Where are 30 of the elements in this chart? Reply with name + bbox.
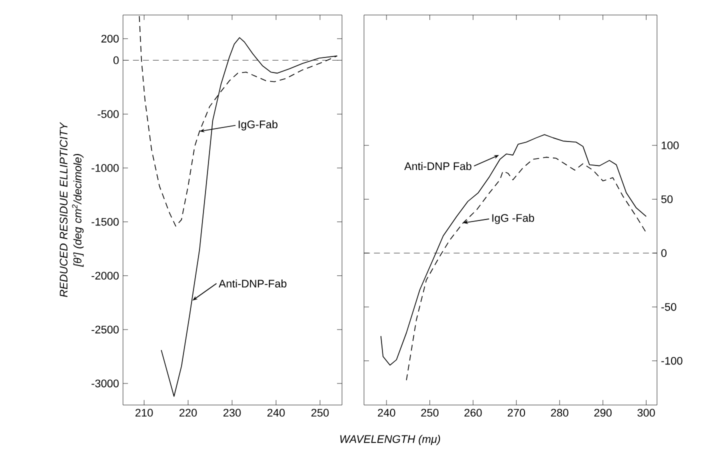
x-tick-label: 260 <box>464 408 482 417</box>
y-tick-label: 100 <box>662 141 679 150</box>
x-tick-label: 210 <box>136 408 153 417</box>
x-tick-label: 220 <box>179 408 197 417</box>
x-axis-title: WAVELENGTH (mμ) <box>340 434 440 446</box>
y-tick-label: 0 <box>113 56 119 64</box>
y-tick-label: -100 <box>661 356 682 365</box>
x-tick-label: 240 <box>378 408 396 417</box>
y-tick-label: -2000 <box>92 272 119 280</box>
y-tick-label: -3000 <box>92 380 119 388</box>
y-tick-label: -1000 <box>92 164 119 172</box>
y-tick-label: 50 <box>661 195 673 204</box>
annotation: Anti-DNP-Fab <box>218 279 286 288</box>
x-tick-label: 280 <box>551 408 568 417</box>
x-tick-label: 270 <box>508 408 526 417</box>
annotation: Anti-DNP Fab <box>404 162 472 170</box>
x-tick-label: 300 <box>637 408 655 417</box>
y-tick-label: -500 <box>98 110 119 118</box>
y-tick-label: -1500 <box>92 218 119 226</box>
x-tick-label: 290 <box>594 408 612 417</box>
y-tick-label: -50 <box>661 303 676 311</box>
y-tick-label: -2500 <box>92 326 119 334</box>
x-tick-label: 250 <box>421 408 438 417</box>
x-tick-label: 250 <box>311 408 329 417</box>
annotation: IgG -Fab <box>492 214 534 224</box>
x-tick-label: 240 <box>267 408 285 417</box>
x-tick-label: 230 <box>223 408 241 417</box>
annotation: IgG-Fab <box>238 120 278 130</box>
y-tick-label: 0 <box>661 249 667 257</box>
y-tick-label: 200 <box>101 34 119 43</box>
